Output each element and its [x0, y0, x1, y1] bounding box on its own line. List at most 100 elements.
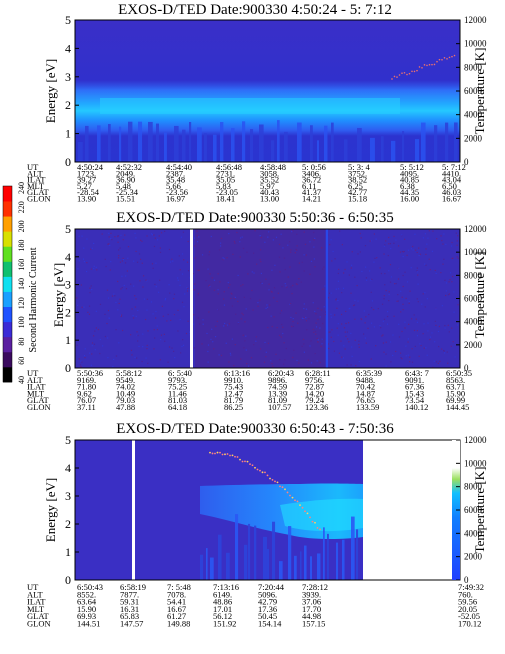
noise-speck [329, 331, 331, 333]
noise-speck [270, 290, 272, 293]
noise-speck [394, 283, 396, 285]
noise-speck [141, 262, 143, 264]
table-cell: 74.59 [268, 382, 287, 392]
noise-speck [115, 355, 118, 357]
temperature-tick-label: 12000 [464, 224, 487, 234]
noise-speck [153, 234, 155, 236]
table-cell: 6.11 [302, 181, 317, 191]
noise-speck [77, 268, 79, 270]
low-energy-stripe [356, 529, 359, 580]
noise-speck [401, 358, 403, 360]
noise-speck [401, 250, 403, 253]
temperature-point [276, 481, 279, 484]
noise-speck [337, 323, 339, 325]
noise-speck [381, 303, 384, 305]
noise-speck [441, 305, 443, 307]
noise-speck [112, 365, 114, 368]
noise-speck [117, 234, 119, 237]
temperature-point [304, 510, 306, 513]
noise-speck [408, 302, 410, 304]
low-energy-stripe [235, 514, 239, 580]
noise-speck [433, 360, 435, 362]
noise-speck [320, 345, 322, 347]
noise-speck [146, 309, 148, 311]
temperature-point [403, 71, 406, 74]
table-cell: 2731. [216, 168, 235, 178]
noise-speck [197, 292, 199, 295]
noise-speck [405, 297, 407, 300]
noise-speck [347, 322, 350, 324]
energy-tick-label: 1 [65, 333, 71, 347]
noise-speck [132, 317, 135, 319]
noise-speck [181, 273, 184, 275]
noise-speck [202, 319, 204, 321]
noise-speck [353, 304, 355, 307]
noise-speck [119, 261, 122, 263]
noise-speck [145, 279, 147, 281]
noise-speck [305, 317, 307, 319]
noise-speck [104, 335, 107, 338]
noise-speck [280, 336, 282, 338]
noise-speck [239, 237, 242, 239]
noise-speck [213, 289, 215, 291]
noise-speck [321, 343, 323, 345]
noise-speck [265, 307, 267, 309]
temperature-point [251, 464, 254, 467]
noise-speck [82, 258, 85, 260]
noise-speck [93, 335, 95, 337]
noise-speck [333, 340, 335, 343]
table-cell: 4:52:32 [116, 162, 142, 172]
noise-speck [225, 342, 227, 344]
table-cell: 5.27 [77, 181, 92, 191]
table-cell: 6:50:43 [77, 582, 103, 592]
noise-speck [251, 271, 253, 273]
noise-speck [454, 356, 456, 358]
noise-speck [157, 291, 160, 293]
noise-speck [404, 321, 406, 323]
noise-speck [193, 289, 196, 291]
noise-speck [289, 241, 291, 243]
table-cell: 17.36 [258, 604, 277, 614]
table-cell: 154.14 [258, 619, 282, 629]
noise-speck [93, 343, 96, 345]
noise-speck [416, 251, 418, 254]
noise-speck [183, 259, 185, 261]
noise-speck [329, 292, 331, 294]
noise-speck [295, 283, 297, 285]
low-energy-stripe [294, 555, 297, 580]
noise-speck [438, 325, 441, 328]
noise-speck [350, 364, 352, 366]
noise-speck [296, 233, 298, 235]
panel-1-temperature-axis: 0 2000 4000 6000 8000 10000 12000 [456, 15, 487, 167]
energy-tick-label: 3 [65, 70, 71, 84]
noise-speck [390, 247, 392, 250]
table-cell: 44.98 [302, 611, 321, 621]
noise-speck [424, 292, 426, 294]
noise-speck [139, 258, 142, 261]
panel-1: EXOS-D/TED Date:900330 4:50:24 - 5: 7:12… [27, 2, 487, 204]
panel-1-title: EXOS-D/TED Date:900330 4:50:24 - 5: 7:12 [118, 2, 392, 18]
noise-speck [287, 244, 289, 246]
noise-speck [445, 243, 447, 245]
noise-speck [147, 362, 149, 364]
table-cell: 74.02 [116, 382, 135, 392]
noise-speck [244, 321, 246, 323]
noise-speck [346, 364, 348, 366]
energy-tick-label: 0 [65, 155, 71, 169]
low-energy-stripe [108, 124, 111, 162]
panel-2-noise-speckle [76, 230, 459, 369]
table-row-label: GLAT [27, 187, 50, 197]
noise-speck [268, 231, 270, 233]
noise-speck [338, 268, 340, 271]
noise-speck [317, 339, 319, 341]
table-cell: 7: 5:48 [167, 582, 191, 592]
noise-speck [382, 342, 385, 344]
noise-speck [279, 358, 281, 361]
temperature-tick-label: 2000 [464, 133, 483, 143]
noise-speck [379, 267, 381, 269]
temperature-tick-label: 6000 [464, 86, 483, 96]
table-cell: 12.47 [224, 388, 243, 398]
noise-speck [206, 332, 208, 335]
noise-speck [290, 325, 293, 328]
